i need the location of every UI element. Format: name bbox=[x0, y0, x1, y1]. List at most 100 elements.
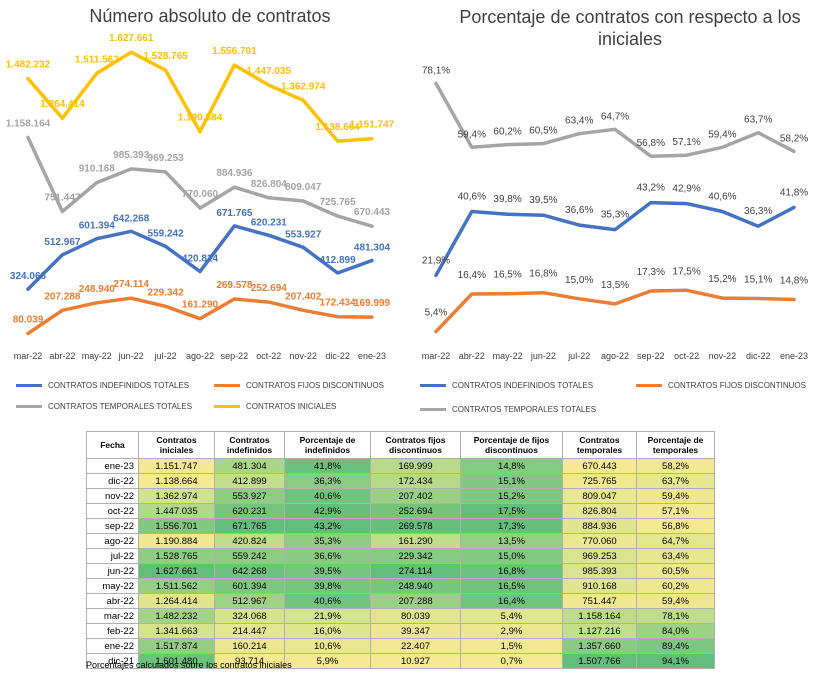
left-chart-title: Número absoluto de contratos bbox=[89, 6, 331, 26]
data-label: 16,8% bbox=[529, 269, 557, 280]
table-cell: 5,4% bbox=[460, 608, 563, 624]
table-cell: 1.601.480 bbox=[138, 653, 215, 669]
x-tick-label: mar-22 bbox=[422, 351, 451, 361]
table-cell: 42,9% bbox=[284, 503, 371, 519]
table-cell: 84,0% bbox=[636, 623, 715, 639]
data-label: 5,4% bbox=[425, 308, 448, 319]
data-label: 770.060 bbox=[182, 189, 219, 200]
data-label: 985.393 bbox=[113, 150, 150, 161]
series-line-2 bbox=[26, 135, 374, 228]
table-cell: 985.393 bbox=[562, 563, 637, 579]
data-label: 1.627.661 bbox=[109, 33, 154, 44]
table-row: dic-22 1.138.664 412.899 36,3% 172.434 15,1% 7… bbox=[86, 473, 715, 489]
table-cell: 60,5% bbox=[636, 563, 715, 579]
table-cell-date: abr-22 bbox=[86, 593, 139, 609]
x-tick-label: jun-22 bbox=[530, 351, 556, 361]
data-label: 1.362.974 bbox=[281, 81, 326, 92]
table-cell: 1.190.884 bbox=[138, 533, 215, 549]
table-cell: 1.158.164 bbox=[562, 608, 637, 624]
table-cell: 0,7% bbox=[460, 653, 563, 669]
table-cell: 93.714 bbox=[214, 653, 285, 669]
table-cell-date: ene-22 bbox=[86, 638, 139, 654]
table-cell: 14,8% bbox=[460, 458, 563, 474]
x-tick-label: may-22 bbox=[82, 351, 112, 361]
table-row: sep-22 1.556.701 671.765 43,2% 269.578 17,3% 8… bbox=[86, 518, 715, 534]
data-label: 1.138.664 bbox=[315, 122, 360, 133]
data-label: 42,9% bbox=[672, 184, 700, 195]
data-label: 17,3% bbox=[637, 267, 665, 278]
table-row: jun-22 1.627.661 642.268 39,5% 274.114 16,8% 9… bbox=[86, 563, 715, 579]
x-tick-label: may-22 bbox=[493, 351, 523, 361]
table-cell: 1.264.414 bbox=[138, 593, 215, 609]
table-cell-date: may-22 bbox=[86, 578, 139, 594]
table-cell-date: nov-22 bbox=[86, 488, 139, 504]
data-label: 35,3% bbox=[601, 210, 629, 221]
series-line-2 bbox=[434, 81, 796, 158]
table-cell: 1.447.035 bbox=[138, 503, 215, 519]
legend-item-fijos: CONTRATOS FIJOS DISCONTINUOS bbox=[636, 381, 806, 390]
x-tick-label: nov-22 bbox=[289, 351, 317, 361]
legend-swatch bbox=[16, 405, 42, 408]
data-label: 40,6% bbox=[708, 192, 736, 203]
data-label: 16,4% bbox=[458, 270, 486, 281]
table-cell: 1.627.661 bbox=[138, 563, 215, 579]
legend-item-indefinidos: CONTRATOS INDEFINIDOS TOTALES bbox=[16, 381, 189, 390]
data-label: 559.242 bbox=[148, 228, 185, 239]
table-row: may-22 1.511.562 601.394 39,8% 248.940 16,5% 9… bbox=[86, 578, 715, 594]
data-label: 725.765 bbox=[320, 197, 357, 208]
data-label: 63,4% bbox=[565, 116, 593, 127]
data-label: 169.999 bbox=[354, 298, 391, 309]
legend-item-temporales: CONTRATOS TEMPORALES TOTALES bbox=[16, 402, 192, 411]
legend-swatch bbox=[16, 384, 42, 387]
table-cell-date: ene-23 bbox=[86, 458, 139, 474]
table-cell: 751.447 bbox=[562, 593, 637, 609]
data-label: 553.927 bbox=[285, 229, 322, 240]
table-cell: 559.242 bbox=[214, 548, 285, 564]
table-cell: 252.694 bbox=[370, 503, 461, 519]
table-cell: 89,4% bbox=[636, 638, 715, 654]
table-cell: 670.443 bbox=[562, 458, 637, 474]
data-label: 1.482.232 bbox=[6, 60, 51, 71]
table-cell: 39,5% bbox=[284, 563, 371, 579]
header-indefinidos: Contratos indefinidos bbox=[214, 431, 285, 459]
table-row: abr-22 1.264.414 512.967 40,6% 207.288 16,4% 7… bbox=[86, 593, 715, 609]
legend-swatch bbox=[636, 384, 662, 387]
table-cell: 1.341.663 bbox=[138, 623, 215, 639]
table-row: nov-22 1.362.974 553.927 40,6% 207.402 15,2% 8… bbox=[86, 488, 715, 504]
data-label: 56,8% bbox=[637, 138, 665, 149]
table-cell: 36,6% bbox=[284, 548, 371, 564]
data-label: 57,1% bbox=[672, 137, 700, 148]
data-label: 910.168 bbox=[79, 164, 116, 175]
legend-item-temporales: CONTRATOS TEMPORALES TOTALES bbox=[420, 405, 596, 414]
data-label: 17,5% bbox=[672, 266, 700, 277]
table-cell: 36,3% bbox=[284, 473, 371, 489]
table-cell: 207.288 bbox=[370, 593, 461, 609]
table-cell: 809.047 bbox=[562, 488, 637, 504]
data-label: 1.151.747 bbox=[350, 120, 395, 131]
legend-label: CONTRATOS TEMPORALES TOTALES bbox=[452, 405, 597, 414]
x-tick-label: ene-23 bbox=[780, 351, 808, 361]
table-cell: 59,4% bbox=[636, 488, 715, 504]
table-cell: 229.342 bbox=[370, 548, 461, 564]
table-cell: 620.231 bbox=[214, 503, 285, 519]
table-cell-date: jul-22 bbox=[86, 548, 139, 564]
x-tick-label: abr-22 bbox=[459, 351, 485, 361]
table-header-row: Fecha Contratos iniciales Contratos inde… bbox=[86, 431, 715, 459]
legend-item-indefinidos: CONTRATOS INDEFINIDOS TOTALES bbox=[420, 381, 593, 390]
table-cell: 1.556.701 bbox=[138, 518, 215, 534]
header-pct-indefinidos: Porcentaje de indefinidos bbox=[284, 431, 371, 459]
table-cell: 553.927 bbox=[214, 488, 285, 504]
table-footnote: Porcentajes calculados sobre los contrat… bbox=[86, 660, 292, 670]
data-label: 671.765 bbox=[216, 208, 253, 219]
table-cell: 2,9% bbox=[460, 623, 563, 639]
legend-label: CONTRATOS TEMPORALES TOTALES bbox=[48, 402, 193, 411]
data-label: 269.578 bbox=[216, 280, 253, 291]
data-label: 59,4% bbox=[458, 129, 486, 140]
table-cell: 16,8% bbox=[460, 563, 563, 579]
table-cell: 17,5% bbox=[460, 503, 563, 519]
data-label: 274.114 bbox=[113, 279, 149, 290]
table-row: ene-23 1.151.747 481.304 41,8% 169.999 14,8% 6… bbox=[86, 458, 715, 474]
table-cell-date: mar-22 bbox=[86, 608, 139, 624]
percentage-contracts-chart: 21,9% 40,6% 39,8% 39,5% 36,6% 35,3% 43,2% 42,9%… bbox=[422, 66, 809, 362]
